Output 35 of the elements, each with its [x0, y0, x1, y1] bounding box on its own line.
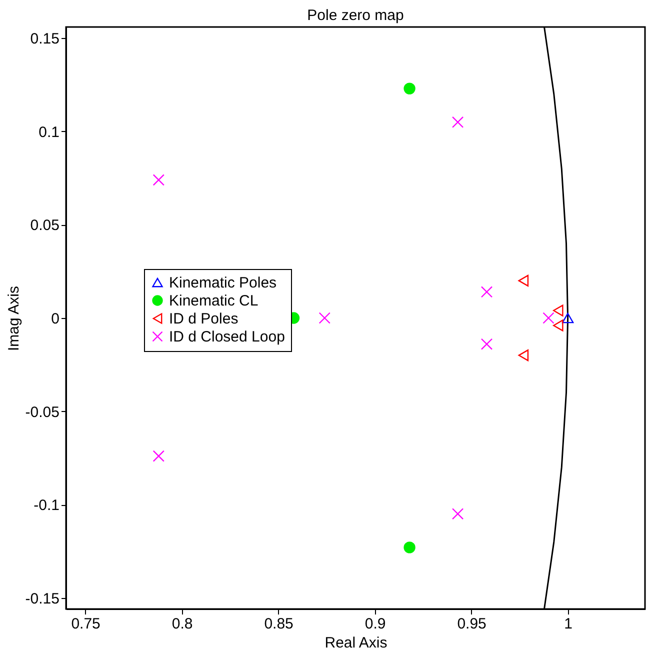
x-tick-label: 0.85 [264, 616, 294, 632]
y-axis-title: Imag Axis [5, 286, 22, 352]
point [404, 82, 416, 94]
x-tick-label: 0.9 [364, 616, 386, 632]
y-tick-label: 0.1 [38, 124, 60, 141]
point [553, 304, 564, 316]
x-tick-label: 0.75 [71, 616, 100, 632]
point [152, 174, 164, 186]
y-tick-label: 0.05 [30, 217, 60, 234]
point [518, 274, 529, 287]
point [452, 116, 464, 128]
point [318, 312, 330, 324]
point [542, 312, 554, 324]
x-tick-label: 1 [564, 616, 572, 632]
point [562, 312, 574, 324]
point [553, 320, 564, 332]
point [404, 542, 416, 554]
y-tick-label: -0.1 [34, 497, 60, 514]
x-tick-label: 0.8 [172, 616, 193, 632]
point [480, 338, 493, 350]
point [452, 508, 464, 520]
y-tick-label: -0.15 [25, 590, 60, 608]
legend-label: Kinematic Poles [169, 274, 277, 292]
y-tick-label: 0.15 [30, 30, 60, 48]
legend-label: ID d Poles [169, 310, 238, 328]
x-tick-label: 0.95 [457, 616, 486, 632]
legend-label: ID d Closed Loop [169, 328, 285, 346]
y-tick-label: -0.05 [25, 404, 60, 421]
point [480, 286, 493, 298]
point [518, 349, 529, 362]
y-tick-label: 0 [51, 310, 60, 328]
chart-title: Pole zero map [307, 7, 404, 24]
x-axis-title: Real Axis [324, 634, 388, 652]
point [152, 450, 164, 462]
legend-label: Kinematic CL [169, 292, 258, 310]
